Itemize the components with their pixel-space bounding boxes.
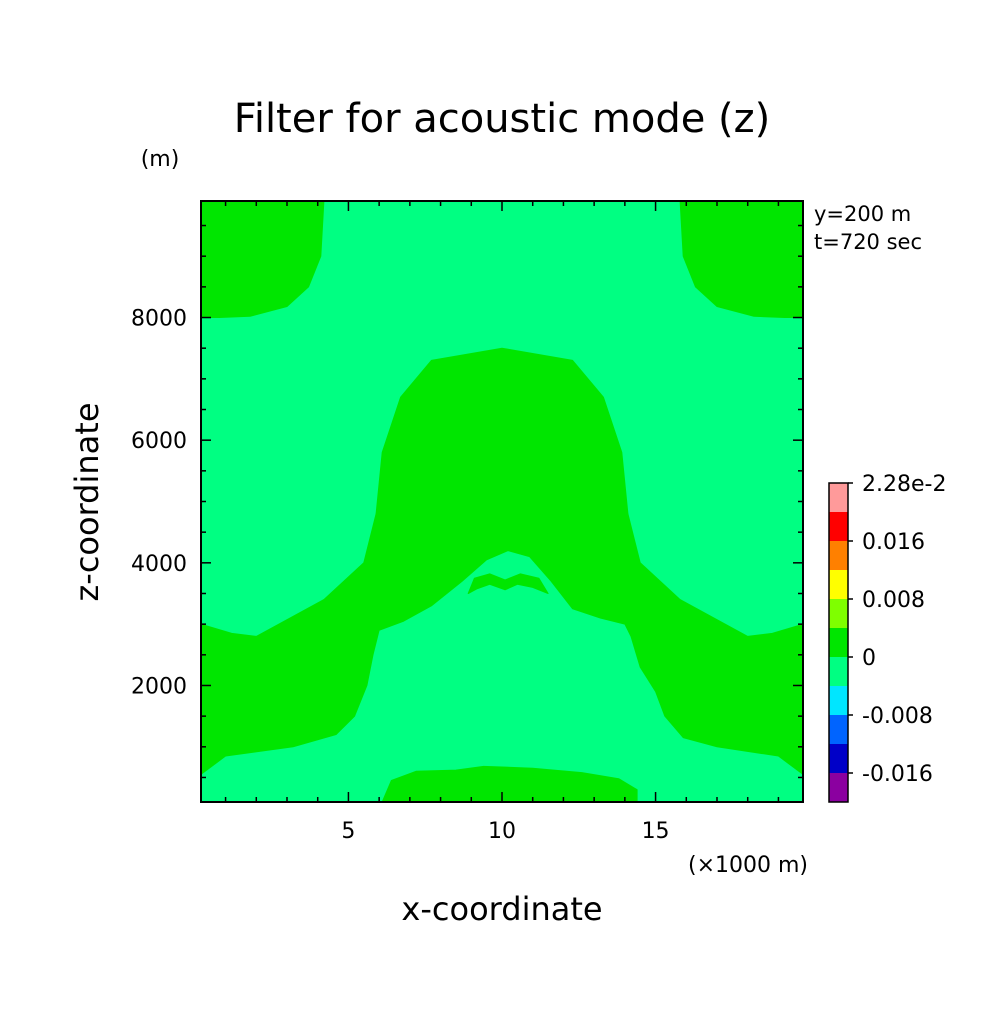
colorbar-swatch bbox=[829, 657, 848, 686]
y-tick-label: 8000 bbox=[131, 307, 187, 332]
colorbar-label: 0.008 bbox=[862, 588, 925, 613]
colorbar: -0.016 -0.008 0 0.008 0.016 2.28e-2 bbox=[828, 472, 946, 803]
x-axis-ticks: 5 10 15 bbox=[224, 201, 780, 844]
colorbar-swatch bbox=[829, 744, 848, 773]
y-axis-label: z-coordinate bbox=[68, 402, 106, 601]
colorbar-swatch bbox=[829, 599, 848, 628]
colorbar-label: 0 bbox=[862, 646, 876, 671]
y-tick-label: 6000 bbox=[131, 429, 187, 454]
colorbar-swatch bbox=[829, 628, 848, 657]
colorbar-swatch bbox=[829, 570, 848, 599]
contour-region-center-eyebrow bbox=[467, 573, 549, 594]
colorbar-swatch bbox=[829, 541, 848, 570]
y-axis-ticks: 2000 4000 6000 8000 bbox=[131, 224, 803, 779]
x-tick-label: 15 bbox=[642, 819, 670, 844]
annotation-time-value: t=720 sec bbox=[814, 230, 922, 254]
y-axis-unit: (m) bbox=[141, 147, 180, 172]
colorbar-label: -0.008 bbox=[862, 704, 933, 729]
y-tick-label: 4000 bbox=[131, 552, 187, 577]
colorbar-swatch bbox=[829, 686, 848, 715]
colorbar-swatch bbox=[829, 715, 848, 744]
colorbar-swatch bbox=[829, 773, 848, 802]
colorbar-label: -0.016 bbox=[862, 762, 933, 787]
x-tick-label: 5 bbox=[341, 819, 355, 844]
x-tick-label: 10 bbox=[488, 819, 516, 844]
colorbar-swatch bbox=[829, 512, 848, 541]
colorbar-swatch bbox=[829, 483, 848, 512]
contour-region-bottom-center-mound bbox=[381, 765, 638, 803]
x-axis-unit: (×1000 m) bbox=[688, 853, 808, 878]
colorbar-label: 2.28e-2 bbox=[862, 472, 946, 497]
y-tick-label: 2000 bbox=[131, 674, 187, 699]
colorbar-label: 0.016 bbox=[862, 530, 925, 555]
chart-title: Filter for acoustic mode (z) bbox=[234, 96, 771, 142]
plot-area bbox=[200, 200, 804, 803]
x-axis-label: x-coordinate bbox=[401, 890, 602, 928]
contour-region-central-dome bbox=[200, 347, 804, 775]
annotation-y-value: y=200 m bbox=[814, 202, 911, 226]
colorbar-frame bbox=[828, 482, 849, 803]
